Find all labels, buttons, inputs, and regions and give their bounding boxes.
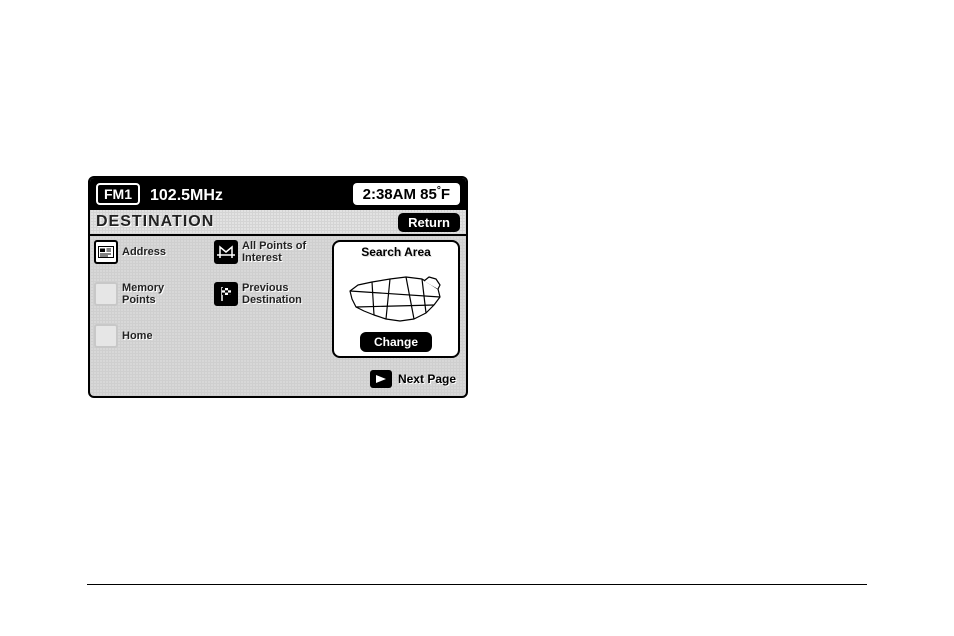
destination-menu: Address All Points ofInterest MemoryPoin… (94, 240, 330, 366)
radio-frequency: 102.5MHz (146, 183, 347, 205)
us-map-icon (344, 267, 448, 327)
menu-label: Address (122, 246, 166, 258)
radio-band-badge[interactable]: FM1 (96, 183, 140, 205)
clock-temp-pill: 2:38AM 85°F (353, 183, 460, 205)
menu-item-address[interactable]: Address (94, 240, 208, 264)
card-icon (94, 240, 118, 264)
nav-unit-screen: FM1 102.5MHz 2:38AM 85°F DESTINATION Ret… (88, 176, 468, 398)
clock-text: 2:38AM (363, 186, 416, 203)
next-page-arrow-icon (370, 370, 392, 388)
search-area-title: Search Area (361, 245, 431, 259)
search-area-map (338, 261, 454, 332)
temp-unit: F (441, 186, 450, 203)
menu-label: All Points ofInterest (242, 240, 306, 264)
title-bar: DESTINATION Return (90, 210, 466, 236)
menu-label: Home (122, 330, 153, 342)
change-button[interactable]: Change (360, 332, 432, 352)
next-page-button[interactable]: Next Page (370, 370, 456, 388)
blank-icon (94, 324, 118, 348)
menu-item-prev-dest[interactable]: PreviousDestination (214, 282, 328, 306)
next-page-label: Next Page (398, 372, 456, 386)
menu-item-home[interactable]: Home (94, 324, 208, 348)
return-button[interactable]: Return (398, 213, 460, 232)
temp-value: 85 (420, 186, 437, 203)
bridge-icon (214, 240, 238, 264)
screen-title: DESTINATION (96, 213, 214, 231)
search-area-panel: Search Area Change (332, 240, 460, 358)
menu-label: MemoryPoints (122, 282, 164, 306)
content-area: Address All Points ofInterest MemoryPoin… (90, 236, 466, 396)
flag-icon (214, 282, 238, 306)
menu-item-memory-points[interactable]: MemoryPoints (94, 282, 208, 306)
blank-icon (94, 282, 118, 306)
page-divider (87, 584, 867, 585)
menu-label: PreviousDestination (242, 282, 302, 306)
status-bar: FM1 102.5MHz 2:38AM 85°F (90, 178, 466, 210)
menu-item-all-poi[interactable]: All Points ofInterest (214, 240, 328, 264)
